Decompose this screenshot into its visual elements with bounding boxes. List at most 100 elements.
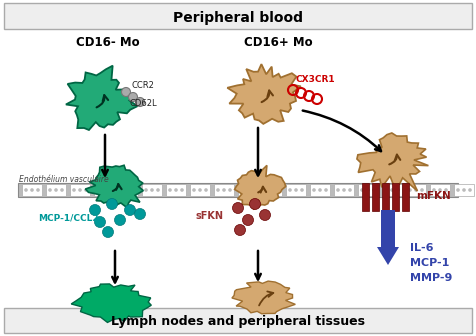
Circle shape	[216, 188, 220, 192]
Circle shape	[126, 188, 130, 192]
Text: MCP-1/CCL2: MCP-1/CCL2	[38, 213, 99, 222]
Bar	[118, 184, 138, 196]
Circle shape	[318, 188, 322, 192]
Text: CX3CR1: CX3CR1	[295, 75, 335, 84]
Circle shape	[36, 188, 40, 192]
Circle shape	[366, 188, 370, 192]
Circle shape	[96, 188, 100, 192]
Circle shape	[232, 203, 244, 213]
Circle shape	[468, 188, 472, 192]
Polygon shape	[357, 133, 428, 191]
Circle shape	[168, 188, 172, 192]
Circle shape	[107, 199, 118, 210]
Bar	[334, 184, 354, 196]
FancyBboxPatch shape	[4, 3, 472, 29]
Circle shape	[444, 188, 448, 192]
Circle shape	[390, 188, 394, 192]
Circle shape	[192, 188, 196, 192]
Polygon shape	[232, 281, 295, 314]
Circle shape	[242, 214, 254, 225]
Circle shape	[246, 188, 250, 192]
Circle shape	[312, 188, 316, 192]
Circle shape	[432, 188, 436, 192]
Text: MMP-9: MMP-9	[410, 273, 452, 283]
Bar	[94, 184, 114, 196]
Text: Peripheral blood: Peripheral blood	[173, 11, 303, 25]
Circle shape	[121, 87, 130, 96]
Circle shape	[108, 188, 112, 192]
Text: IL-6: IL-6	[410, 243, 434, 253]
Circle shape	[235, 224, 246, 236]
Circle shape	[396, 188, 400, 192]
Circle shape	[89, 205, 100, 215]
Bar	[382, 183, 389, 211]
Circle shape	[95, 216, 106, 227]
Circle shape	[294, 188, 298, 192]
Circle shape	[360, 188, 364, 192]
Circle shape	[102, 226, 113, 238]
Polygon shape	[85, 165, 143, 208]
Circle shape	[270, 188, 274, 192]
Circle shape	[72, 188, 76, 192]
Bar	[358, 184, 378, 196]
Bar	[310, 184, 330, 196]
Circle shape	[252, 188, 256, 192]
Circle shape	[408, 188, 412, 192]
Circle shape	[288, 188, 292, 192]
Circle shape	[276, 188, 280, 192]
Circle shape	[30, 188, 34, 192]
Text: MCP-1: MCP-1	[410, 258, 449, 268]
Circle shape	[204, 188, 208, 192]
Circle shape	[60, 188, 64, 192]
Circle shape	[120, 188, 124, 192]
Bar	[402, 183, 409, 211]
Polygon shape	[71, 284, 151, 323]
Bar	[262, 184, 282, 196]
Circle shape	[198, 188, 202, 192]
Bar	[430, 184, 450, 196]
Text: Endothélium vasculaire: Endothélium vasculaire	[19, 175, 109, 184]
Circle shape	[372, 188, 376, 192]
Text: CD16+ Mo: CD16+ Mo	[244, 37, 312, 49]
Bar	[214, 184, 234, 196]
Circle shape	[300, 188, 304, 192]
Circle shape	[84, 188, 88, 192]
Bar	[406, 184, 426, 196]
Circle shape	[102, 188, 106, 192]
Circle shape	[259, 210, 270, 220]
Circle shape	[144, 188, 148, 192]
Circle shape	[78, 188, 82, 192]
Text: CCR2: CCR2	[132, 82, 155, 90]
Circle shape	[414, 188, 418, 192]
Circle shape	[420, 188, 424, 192]
Circle shape	[222, 188, 226, 192]
Polygon shape	[228, 64, 301, 124]
Circle shape	[132, 188, 136, 192]
Bar	[392, 183, 399, 211]
Circle shape	[125, 205, 136, 215]
Circle shape	[342, 188, 346, 192]
Circle shape	[384, 188, 388, 192]
Bar	[190, 184, 210, 196]
Bar	[142, 184, 162, 196]
Text: mFKN: mFKN	[416, 191, 451, 201]
Bar	[70, 184, 90, 196]
Circle shape	[348, 188, 352, 192]
Circle shape	[24, 188, 28, 192]
Bar	[166, 184, 186, 196]
Circle shape	[115, 214, 126, 225]
Circle shape	[135, 209, 146, 219]
Circle shape	[129, 92, 138, 101]
Text: sFKN: sFKN	[196, 211, 224, 221]
FancyBboxPatch shape	[4, 308, 472, 333]
Bar	[454, 184, 474, 196]
Polygon shape	[235, 165, 286, 209]
Circle shape	[456, 188, 460, 192]
Bar	[372, 183, 379, 211]
Text: CD62L: CD62L	[130, 99, 158, 109]
Circle shape	[438, 188, 442, 192]
Circle shape	[462, 188, 466, 192]
Circle shape	[136, 97, 145, 107]
Circle shape	[174, 188, 178, 192]
Bar	[46, 184, 66, 196]
